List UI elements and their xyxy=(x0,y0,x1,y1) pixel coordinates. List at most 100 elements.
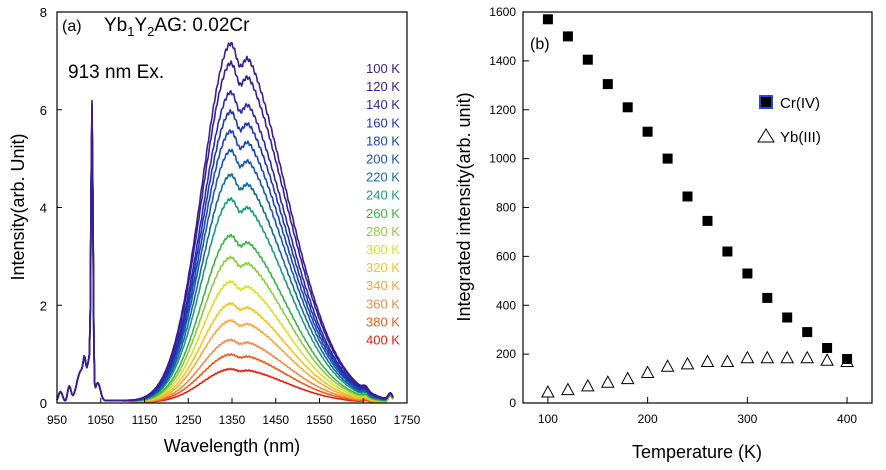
spectra-x-tick-label: 1250 xyxy=(175,413,202,427)
spectrum-line xyxy=(56,136,394,403)
yb-data-point xyxy=(840,354,854,367)
spectra-legend-entry: 160 K xyxy=(366,115,400,130)
cr-data-point xyxy=(562,31,573,42)
spectra-x-tick-label: 1550 xyxy=(306,413,333,427)
integrated-y-tick-label: 200 xyxy=(496,347,516,361)
spectra-panel: 950 1050 1150 1250 1350 1450 1550 1650 1750 0 2 4 6… xyxy=(8,5,421,456)
spectra-x-tick-label: 1750 xyxy=(394,413,421,427)
cr-data-point xyxy=(742,268,753,279)
cr-data-point xyxy=(642,126,653,137)
yb-data-point xyxy=(660,359,675,372)
yb-legend-label: Yb(III) xyxy=(780,129,821,146)
spectrum-line xyxy=(56,121,394,402)
integrated-y-tick-label: 400 xyxy=(496,298,516,312)
yb-data-point xyxy=(640,365,655,378)
cr-data-point xyxy=(542,14,553,25)
spectrum-line xyxy=(56,41,394,402)
spectra-legend-entry: 120 K xyxy=(366,79,400,94)
cr-data-point xyxy=(722,246,733,257)
integrated-plot-frame xyxy=(522,11,873,404)
integrated-y-ticks: 0 200 400 600 800 1000 1200 1400 1600 xyxy=(489,5,529,410)
integrated-y-tick-label: 1000 xyxy=(489,152,516,166)
spectrum-line xyxy=(56,109,394,402)
sample-label: Yb1Y2AG: 0.02Cr xyxy=(104,15,250,39)
spectrum-line xyxy=(56,126,394,403)
integrated-y-tick-label: 1600 xyxy=(489,5,516,19)
excitation-label: 913 nm Ex. xyxy=(68,62,164,83)
spectrum-line xyxy=(56,124,394,402)
integrated-x-tick-label: 300 xyxy=(737,412,757,426)
cr-data-point xyxy=(842,354,853,364)
spectra-legend-entry: 220 K xyxy=(366,170,400,185)
yb-data-point xyxy=(620,371,635,385)
spectra-legend-entry: 260 K xyxy=(366,206,400,221)
integrated-x-axis-label: Temperature (K) xyxy=(632,442,762,462)
spectra-x-ticks: 950 1050 1150 1250 1350 1450 1550 1650 1750 xyxy=(47,398,421,427)
integrated-y-tick-label: 0 xyxy=(509,396,516,410)
integrated-legend: Cr(IV) Yb(III) xyxy=(757,95,821,146)
integrated-points-group xyxy=(541,14,854,398)
cr-legend-label: Cr(IV) xyxy=(780,95,820,112)
yb-data-point xyxy=(561,382,575,396)
integrated-panel: 100 200 300 400 0 200 400 600 800 1000 1200 1400 16… xyxy=(454,5,873,462)
yb-legend-marker xyxy=(757,128,775,143)
spectra-legend-entry: 200 K xyxy=(366,152,400,167)
yb-data-point xyxy=(700,354,715,367)
yb-data-point xyxy=(720,354,735,367)
cr-data-point xyxy=(802,327,813,338)
yb-data-point xyxy=(580,378,595,392)
spectrum-line xyxy=(56,119,394,402)
spectra-x-tick-label: 1350 xyxy=(219,413,246,427)
cr-legend-marker xyxy=(759,95,773,109)
integrated-x-tick-label: 200 xyxy=(638,412,658,426)
spectra-legend-entry: 360 K xyxy=(366,296,400,311)
yb-data-point xyxy=(680,356,695,370)
spectrum-line xyxy=(56,111,394,402)
spectra-series-group xyxy=(56,41,394,404)
spectra-legend-entry: 140 K xyxy=(366,97,400,112)
cr-data-point xyxy=(602,79,613,90)
spectra-legend-entry: 380 K xyxy=(366,314,400,329)
cr-data-point xyxy=(782,312,793,323)
spectra-y-tick-label: 6 xyxy=(40,103,47,118)
spectrum-line xyxy=(56,60,394,402)
spectra-legend-entry: 280 K xyxy=(366,224,400,239)
integrated-y-tick-label: 600 xyxy=(496,249,516,263)
yb-data-point xyxy=(541,384,555,398)
yb-data-point xyxy=(800,350,815,364)
spectra-legend: 100 K 120 K 140 K 160 K 180 K 200 K 220 K 240 K… xyxy=(366,61,400,348)
spectra-y-tick-label: 4 xyxy=(40,201,47,216)
spectra-x-axis-label: Wavelength (nm) xyxy=(164,436,300,456)
spectra-legend-entry: 100 K xyxy=(366,61,400,76)
integrated-x-ticks: 100 200 300 400 xyxy=(538,397,857,426)
yb-data-point xyxy=(740,350,755,364)
integrated-panel-label: (b) xyxy=(530,36,550,53)
yb-data-point xyxy=(600,375,615,388)
spectra-legend-entry: 320 K xyxy=(366,260,400,275)
integrated-y-tick-label: 1200 xyxy=(489,103,516,117)
spectra-y-tick-label: 8 xyxy=(40,5,47,20)
cr-data-point xyxy=(822,343,833,353)
spectra-y-tick-label: 2 xyxy=(40,298,47,313)
spectrum-line xyxy=(56,107,394,402)
integrated-x-tick-label: 100 xyxy=(538,412,558,426)
yb-data-point xyxy=(820,353,834,366)
spectra-x-tick-label: 1450 xyxy=(262,413,289,427)
integrated-y-axis-label: Integrated intensity(arb. unit) xyxy=(454,92,474,321)
spectra-x-tick-label: 950 xyxy=(47,413,67,427)
spectra-legend-entry: 240 K xyxy=(366,188,400,203)
spectra-x-tick-label: 1650 xyxy=(350,413,377,427)
integrated-x-tick-label: 400 xyxy=(837,412,857,426)
spectra-y-ticks: 0 2 4 6 8 xyxy=(40,5,62,411)
cr-data-point xyxy=(662,153,673,164)
integrated-y-tick-label: 1400 xyxy=(489,54,516,68)
spectra-x-tick-label: 1050 xyxy=(87,413,114,427)
integrated-y-tick-label: 800 xyxy=(496,201,516,215)
cr-data-point xyxy=(682,191,693,202)
spectra-legend-entry: 340 K xyxy=(366,278,400,293)
spectrum-line xyxy=(56,116,394,402)
cr-data-point xyxy=(622,102,633,113)
spectrum-line xyxy=(56,131,394,403)
cr-data-point xyxy=(582,54,593,65)
